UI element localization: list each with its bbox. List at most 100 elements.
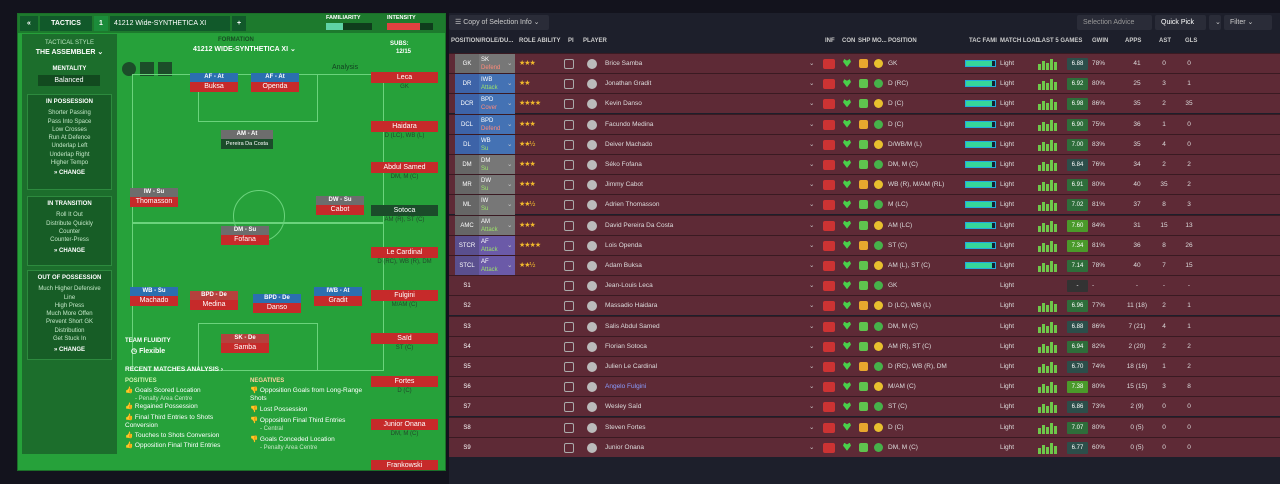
col-header[interactable]: POSITION	[888, 38, 917, 44]
tactics-menu[interactable]: TACTICS	[40, 16, 92, 31]
pitch-player-card[interactable]: AF - At Buksa	[190, 73, 238, 93]
table-row[interactable]: S5 Julien Le Cardinal ⌄ D (RC), WB (R), …	[449, 356, 1280, 376]
player-chevron-icon[interactable]: ⌄	[809, 201, 815, 209]
col-header[interactable]: APPS	[1125, 38, 1142, 44]
role-duty[interactable]: IW Su	[479, 195, 515, 216]
pi-icon[interactable]	[564, 139, 574, 150]
player-name[interactable]: David Pereira Da Costa	[605, 221, 674, 229]
table-row[interactable]: ML IW Su ⌄ ★★½ Adrien Thomasson ⌄ M (LC) …	[449, 194, 1280, 216]
player-name[interactable]: Adrien Thomasson	[605, 201, 660, 209]
table-row[interactable]: S8 Steven Fortes ⌄ D (C) Light 7.07 80% …	[449, 416, 1280, 437]
sub-player[interactable]: Fortes D (C)	[371, 376, 438, 402]
pi-icon[interactable]	[564, 99, 574, 110]
pi-icon[interactable]	[564, 321, 574, 332]
pitch-player-card[interactable]: AM - At Pereira Da Costa	[221, 130, 273, 150]
pi-icon[interactable]	[564, 200, 574, 211]
role-duty[interactable]: DW Su	[479, 175, 515, 196]
view-select-dropdown[interactable]: ☰ Copy of Selection Info ⌄	[449, 15, 549, 30]
table-row[interactable]: S6 Angelo Fulgini ⌄ M/AM (C) Light 7.38 …	[449, 376, 1280, 397]
tactic-name-dropdown[interactable]: 41212 Wide-SYNTHETICA XI	[110, 16, 230, 31]
role-chevron-icon[interactable]: ⌄	[507, 60, 513, 67]
role-duty[interactable]: AM Attack	[479, 215, 515, 236]
table-row[interactable]: DCR BPD Cover ⌄ ★★★★ Kevin Danso ⌄ D (C) …	[449, 93, 1280, 115]
sub-player[interactable]: Haidara D (LC), WB (L)	[371, 121, 438, 147]
player-chevron-icon[interactable]: ⌄	[809, 120, 815, 128]
pitch-player-card[interactable]: IW - Su Thomasson	[130, 188, 178, 208]
player-name[interactable]: Adam Buksa	[605, 262, 642, 269]
table-row[interactable]: S1 Jean-Louis Leca ⌄ GK Light - - - - -	[449, 275, 1280, 296]
pitch-player-card[interactable]: SK - De Samba	[221, 334, 269, 354]
player-name[interactable]: Jonathan Gradit	[605, 80, 652, 88]
pi-icon[interactable]	[564, 59, 574, 69]
role-duty[interactable]: SK Defend	[479, 54, 515, 74]
col-header[interactable]: AST	[1159, 38, 1171, 44]
pi-icon[interactable]	[564, 180, 574, 191]
player-name[interactable]: Massadio Haidara	[605, 302, 658, 310]
recent-matches-link[interactable]: RECENT MATCHES ANALYSIS ›	[125, 366, 224, 373]
tactic-slot[interactable]: 1	[94, 16, 108, 31]
role-chevron-icon[interactable]: ⌄	[507, 80, 513, 88]
player-name[interactable]: Salis Abdul Samed	[605, 322, 660, 330]
role-duty[interactable]: BPD Defend	[479, 114, 515, 135]
col-header[interactable]: ROLE ABILITY	[519, 38, 561, 44]
pitch-player-card[interactable]: DM - Su Fofana	[221, 226, 269, 246]
role-chevron-icon[interactable]: ⌄	[507, 140, 513, 148]
pi-icon[interactable]	[564, 119, 574, 130]
role-chevron-icon[interactable]: ⌄	[507, 100, 513, 108]
player-name[interactable]: Deiver Machado	[605, 140, 653, 148]
pitch-player-card[interactable]: IWB - At Gradit	[314, 287, 362, 307]
table-row[interactable]: DCL BPD Defend ⌄ ★★★ Facundo Medina ⌄ D (…	[449, 113, 1280, 135]
col-header[interactable]: LAST 5 GAMES	[1038, 38, 1083, 44]
player-chevron-icon[interactable]: ⌄	[809, 140, 815, 148]
pi-icon[interactable]	[564, 79, 574, 90]
player-chevron-icon[interactable]: ⌄	[809, 403, 815, 411]
player-name[interactable]: Wesley Saïd	[605, 403, 642, 411]
player-name[interactable]: Steven Fortes	[605, 423, 646, 431]
table-row[interactable]: AMC AM Attack ⌄ ★★★ David Pereira Da Cost…	[449, 214, 1280, 236]
pi-icon[interactable]	[564, 261, 574, 271]
col-header[interactable]: MO...	[872, 38, 887, 44]
table-row[interactable]: S2 Massadio Haidara ⌄ D (LC), WB (L) Lig…	[449, 295, 1280, 316]
player-chevron-icon[interactable]: ⌄	[809, 221, 815, 229]
col-header[interactable]: SHP	[858, 38, 871, 44]
player-chevron-icon[interactable]: ⌄	[809, 100, 815, 108]
role-chevron-icon[interactable]: ⌄	[507, 161, 513, 168]
role-chevron-icon[interactable]: ⌄	[507, 262, 513, 269]
col-header[interactable]: GLS	[1185, 38, 1198, 44]
pitch-player-card[interactable]: BPD - De Medina	[190, 291, 238, 311]
player-chevron-icon[interactable]: ⌄	[809, 181, 815, 189]
role-duty[interactable]: DM Su	[479, 155, 515, 175]
analysis-button[interactable]: Analysis	[332, 64, 359, 71]
pi-icon[interactable]	[564, 382, 574, 393]
quick-pick-chevron-icon[interactable]: ⌄	[1209, 15, 1221, 30]
pitch-player-card[interactable]: AF - At Openda	[251, 73, 299, 93]
pitch-player-card[interactable]: DW - Su Cabot	[316, 196, 364, 216]
tactical-style-dropdown[interactable]: THE ASSEMBLER ⌄	[35, 49, 104, 56]
col-header[interactable]: PLAYER	[583, 38, 607, 44]
player-chevron-icon[interactable]: ⌄	[809, 383, 815, 391]
player-name[interactable]: Lois Openda	[605, 241, 642, 249]
player-chevron-icon[interactable]: ⌄	[809, 342, 815, 350]
player-chevron-icon[interactable]: ⌄	[809, 241, 815, 249]
sub-player[interactable]: Fulgini M/AM (C)	[371, 290, 438, 316]
filter-button[interactable]: Filter ⌄	[1224, 15, 1272, 30]
quick-pick-button[interactable]: Quick Pick	[1155, 15, 1206, 30]
table-row[interactable]: S9 Junior Onana ⌄ DM, M (C) Light 6.77 6…	[449, 436, 1280, 457]
table-row[interactable]: DL WB Su ⌄ ★★½ Deiver Machado ⌄ D/WB/M (L…	[449, 133, 1280, 155]
stats-icon[interactable]	[140, 62, 154, 76]
player-name[interactable]: Jimmy Cabot	[605, 181, 643, 189]
in-possession-change-button[interactable]: » CHANGE	[53, 170, 86, 177]
pi-icon[interactable]	[564, 281, 574, 292]
col-header[interactable]: INF	[825, 38, 835, 44]
player-chevron-icon[interactable]: ⌄	[809, 282, 815, 290]
player-name[interactable]: Junior Onana	[605, 443, 645, 451]
selection-advice-button[interactable]: Selection Advice	[1077, 15, 1152, 30]
player-chevron-icon[interactable]: ⌄	[809, 80, 815, 88]
player-chevron-icon[interactable]: ⌄	[809, 322, 815, 330]
pi-icon[interactable]	[564, 240, 574, 251]
player-chevron-icon[interactable]: ⌄	[809, 443, 815, 451]
player-name[interactable]: Florian Sotoca	[605, 342, 647, 350]
player-name[interactable]: Brice Samba	[605, 60, 643, 67]
role-duty[interactable]: WB Su	[479, 134, 515, 155]
role-duty[interactable]: AF Attack	[479, 235, 515, 256]
